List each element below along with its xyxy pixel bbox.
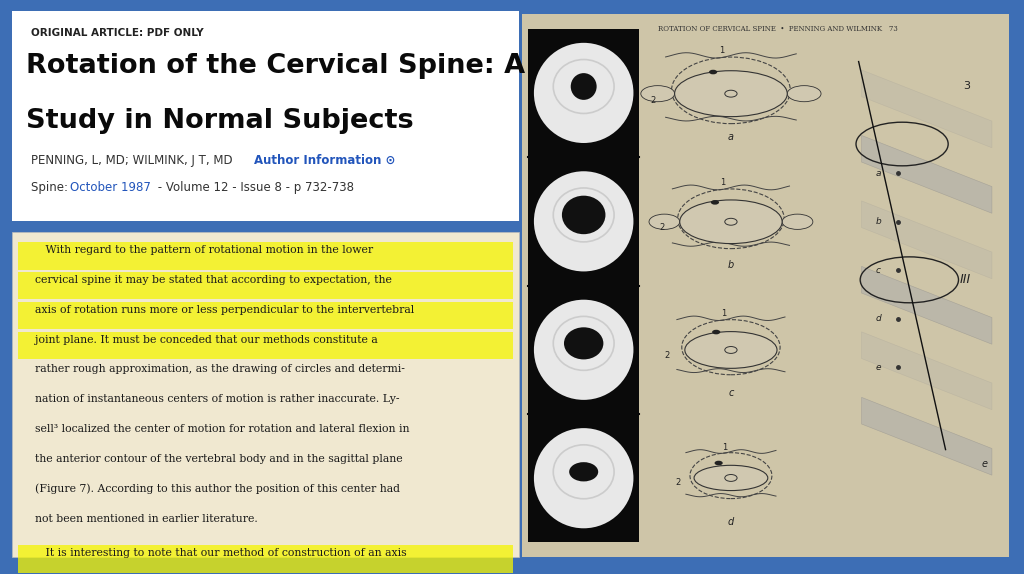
FancyBboxPatch shape bbox=[528, 29, 639, 542]
Text: c: c bbox=[728, 389, 733, 398]
Ellipse shape bbox=[782, 214, 813, 230]
Text: cervical spine it may be stated that according to expectation, the: cervical spine it may be stated that acc… bbox=[35, 275, 392, 285]
Polygon shape bbox=[861, 397, 992, 475]
FancyBboxPatch shape bbox=[12, 232, 519, 557]
Text: joint plane. It must be conceded that our methods constitute a: joint plane. It must be conceded that ou… bbox=[35, 335, 378, 344]
Circle shape bbox=[711, 200, 719, 205]
Ellipse shape bbox=[534, 43, 634, 143]
Text: 1: 1 bbox=[720, 179, 726, 188]
Text: ORIGINAL ARTICLE: PDF ONLY: ORIGINAL ARTICLE: PDF ONLY bbox=[31, 28, 204, 37]
Text: - Volume 12 - Issue 8 - p 732-738: - Volume 12 - Issue 8 - p 732-738 bbox=[154, 181, 353, 194]
Text: rather rough approximation, as the drawing of circles and determi-: rather rough approximation, as the drawi… bbox=[35, 364, 404, 374]
Text: 3: 3 bbox=[963, 81, 970, 91]
Ellipse shape bbox=[787, 86, 821, 102]
Text: Spine:: Spine: bbox=[31, 181, 72, 194]
Text: 2: 2 bbox=[651, 96, 656, 105]
Text: 2: 2 bbox=[665, 351, 670, 360]
Text: October 1987: October 1987 bbox=[70, 181, 151, 194]
Polygon shape bbox=[861, 70, 992, 148]
Ellipse shape bbox=[649, 214, 680, 230]
FancyBboxPatch shape bbox=[18, 302, 513, 329]
Circle shape bbox=[715, 461, 723, 466]
Text: With regard to the pattern of rotational motion in the lower: With regard to the pattern of rotational… bbox=[35, 245, 373, 255]
Polygon shape bbox=[861, 135, 992, 214]
Text: III: III bbox=[961, 273, 972, 286]
Ellipse shape bbox=[685, 332, 777, 369]
Text: It is interesting to note that our method of construction of an axis: It is interesting to note that our metho… bbox=[35, 548, 407, 558]
Text: b: b bbox=[728, 260, 734, 270]
Text: Author Information ⊙: Author Information ⊙ bbox=[254, 154, 395, 167]
Text: the anterior contour of the vertebral body and in the sagittal plane: the anterior contour of the vertebral bo… bbox=[35, 454, 402, 464]
Ellipse shape bbox=[534, 171, 634, 272]
Ellipse shape bbox=[675, 71, 787, 117]
Text: d: d bbox=[876, 314, 882, 323]
Polygon shape bbox=[861, 266, 992, 344]
Text: 1: 1 bbox=[722, 443, 727, 452]
Text: b: b bbox=[876, 217, 882, 226]
FancyBboxPatch shape bbox=[18, 332, 513, 359]
Text: PENNING, L, MD; WILMINK, J T, MD: PENNING, L, MD; WILMINK, J T, MD bbox=[31, 154, 232, 167]
Polygon shape bbox=[861, 201, 992, 279]
Text: e: e bbox=[982, 459, 988, 469]
Text: c: c bbox=[876, 266, 881, 274]
Text: axis of rotation runs more or less perpendicular to the intervertebral: axis of rotation runs more or less perpe… bbox=[35, 305, 414, 315]
Ellipse shape bbox=[564, 327, 603, 359]
Polygon shape bbox=[861, 332, 992, 410]
Text: d: d bbox=[728, 517, 734, 527]
Text: ROTATION OF CERVICAL SPINE  •  PENNING AND WILMINK   73: ROTATION OF CERVICAL SPINE • PENNING AND… bbox=[658, 25, 898, 33]
Circle shape bbox=[709, 70, 717, 75]
Text: 2: 2 bbox=[676, 478, 681, 487]
Text: nation of instantaneous centers of motion is rather inaccurate. Ly-: nation of instantaneous centers of motio… bbox=[35, 394, 399, 404]
Text: (Figure 7). According to this author the position of this center had: (Figure 7). According to this author the… bbox=[35, 484, 399, 494]
Text: a: a bbox=[876, 169, 882, 177]
Text: 2: 2 bbox=[659, 223, 665, 232]
Ellipse shape bbox=[680, 200, 782, 243]
Circle shape bbox=[712, 329, 720, 334]
Ellipse shape bbox=[569, 462, 598, 482]
Text: 1: 1 bbox=[720, 46, 725, 56]
Text: Rotation of the Cervical Spine: A CT: Rotation of the Cervical Spine: A CT bbox=[26, 53, 572, 79]
Ellipse shape bbox=[534, 428, 634, 528]
Text: 1: 1 bbox=[721, 309, 726, 318]
FancyBboxPatch shape bbox=[18, 272, 513, 300]
Text: e: e bbox=[876, 363, 882, 371]
Text: sell³ localized the center of motion for rotation and lateral flexion in: sell³ localized the center of motion for… bbox=[35, 424, 410, 434]
FancyBboxPatch shape bbox=[18, 545, 513, 573]
FancyBboxPatch shape bbox=[18, 242, 513, 270]
Ellipse shape bbox=[694, 466, 768, 491]
Text: a: a bbox=[728, 131, 734, 142]
Ellipse shape bbox=[570, 73, 597, 100]
Text: not been mentioned in earlier literature.: not been mentioned in earlier literature… bbox=[35, 514, 258, 523]
Text: Study in Normal Subjects: Study in Normal Subjects bbox=[26, 108, 414, 134]
Ellipse shape bbox=[534, 300, 634, 400]
FancyBboxPatch shape bbox=[522, 14, 1009, 557]
Ellipse shape bbox=[562, 196, 605, 234]
FancyBboxPatch shape bbox=[12, 11, 519, 221]
Ellipse shape bbox=[641, 86, 675, 102]
